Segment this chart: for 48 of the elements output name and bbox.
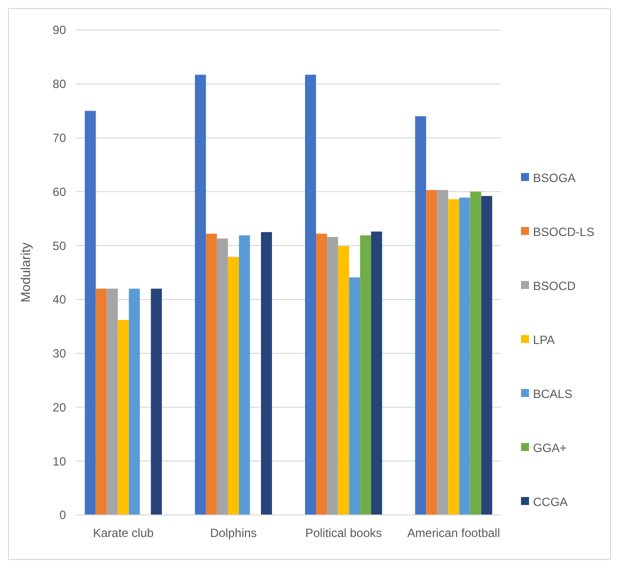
legend-label: BSOCD-LS xyxy=(533,225,594,240)
legend-label: LPA xyxy=(533,333,555,348)
bar xyxy=(349,277,360,515)
x-tick-label: Political books xyxy=(305,526,382,540)
x-tick-label: American football xyxy=(407,526,500,540)
bar xyxy=(481,196,492,515)
bar xyxy=(448,199,460,515)
y-tick-label: 10 xyxy=(52,454,66,468)
bar xyxy=(150,288,162,515)
y-tick-label: 20 xyxy=(52,400,66,414)
legend-label: CCGA xyxy=(533,495,568,510)
bar xyxy=(470,192,482,515)
bar xyxy=(128,288,140,515)
y-tick-label: 0 xyxy=(59,508,66,522)
bar xyxy=(206,234,217,515)
bar xyxy=(360,235,372,515)
y-tick-label: 90 xyxy=(52,23,66,38)
bar xyxy=(228,256,239,515)
x-tick-label: Karate club xyxy=(92,526,154,540)
bar xyxy=(260,232,272,515)
y-tick-label: 80 xyxy=(52,77,66,92)
legend-label: BSOCD xyxy=(533,279,576,294)
legend-label: GGA+ xyxy=(533,441,567,456)
bar xyxy=(371,232,382,515)
y-axis-title: Modularity xyxy=(18,242,33,302)
y-tick-label: 60 xyxy=(52,184,66,199)
bar xyxy=(338,246,350,515)
y-tick-label: 50 xyxy=(52,238,66,253)
bar xyxy=(118,320,129,515)
bar xyxy=(106,288,118,515)
y-tick-label: 40 xyxy=(52,292,66,307)
legend-label: BSOGA xyxy=(533,171,576,186)
y-tick-label: 30 xyxy=(52,346,66,361)
bar xyxy=(238,235,250,515)
y-tick-label: 70 xyxy=(52,130,66,145)
bar xyxy=(216,238,228,515)
bar xyxy=(327,236,338,515)
bar xyxy=(96,288,107,515)
bar xyxy=(84,110,96,515)
bar xyxy=(316,234,328,515)
bar xyxy=(426,190,438,515)
bar xyxy=(437,190,448,515)
bar xyxy=(194,74,206,515)
bar xyxy=(459,198,470,515)
legend-label: BCALS xyxy=(533,387,572,402)
x-tick-label: Dolphins xyxy=(210,526,257,540)
bar xyxy=(415,116,426,515)
bar xyxy=(305,74,316,515)
